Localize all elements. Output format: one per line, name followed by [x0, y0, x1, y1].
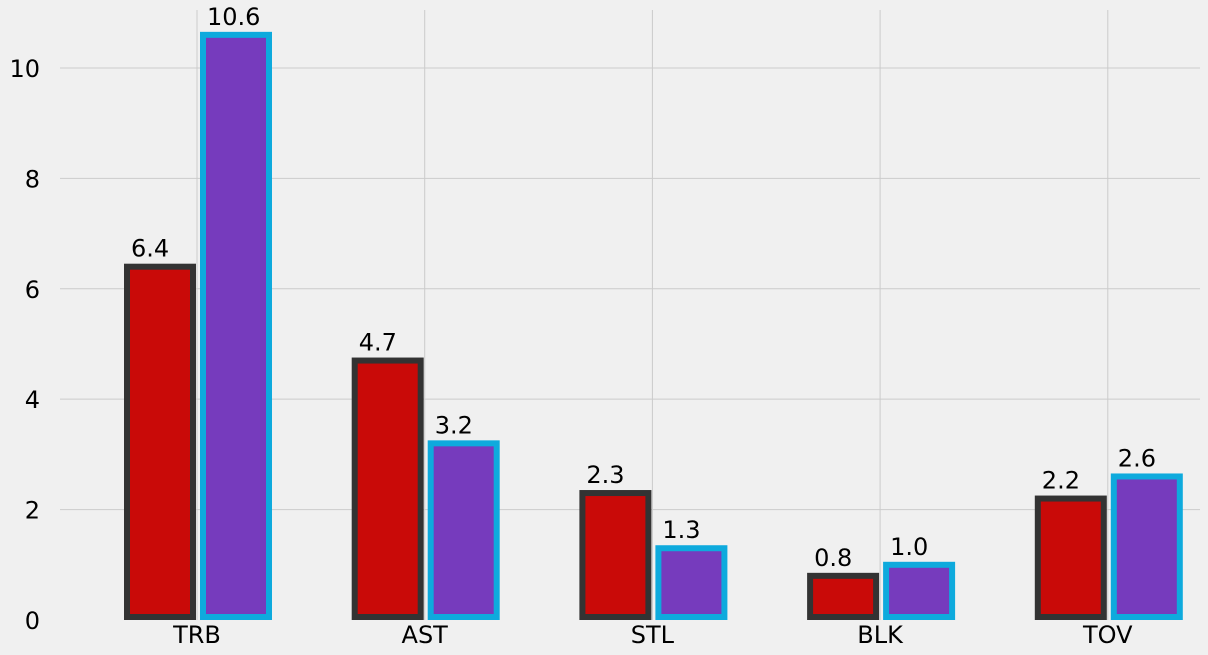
bar-value-label: 10.6	[207, 3, 260, 31]
x-tick-label: TOV	[1082, 621, 1133, 649]
bar-value-label: 4.7	[359, 329, 397, 357]
bar-value-label: 1.3	[662, 516, 700, 544]
value-labels: 6.4 4.7 2.3 0.8 2.2 10.6 3.2 1.3 1.0 2.6	[131, 3, 1156, 572]
bar-value-label: 1.0	[890, 533, 928, 561]
y-tick-label: 2	[25, 497, 40, 525]
bar-series-2-ast	[427, 440, 500, 620]
x-tick-label: AST	[402, 621, 449, 649]
bar-series-1-blk	[807, 572, 880, 620]
bar-series-1-ast	[351, 357, 424, 620]
y-tick-label: 8	[25, 165, 40, 193]
x-tick-label: STL	[631, 621, 675, 649]
y-axis-ticks: 0 2 4 6 8 10	[9, 55, 40, 635]
bar-series-2-trb	[200, 31, 272, 621]
bar-series-1-tov	[1034, 495, 1107, 620]
y-tick-label: 0	[25, 607, 40, 635]
bar-value-label: 6.4	[131, 235, 169, 263]
bar-value-label: 2.6	[1118, 444, 1156, 472]
bar-value-label: 2.3	[586, 461, 624, 489]
bar-series-2-stl	[655, 545, 728, 620]
x-axis-ticks: TRB AST STL BLK TOV	[172, 621, 1133, 649]
bar-series-1-trb	[124, 263, 196, 620]
y-tick-label: 6	[25, 276, 40, 304]
y-tick-label: 4	[25, 386, 40, 414]
x-gridlines	[196, 10, 1109, 620]
x-tick-label: TRB	[172, 621, 221, 649]
y-tick-label: 10	[9, 55, 40, 83]
bars	[124, 31, 1183, 621]
bar-series-1-stl	[579, 490, 652, 620]
bar-series-2-tov	[1110, 473, 1183, 620]
bar-series-2-blk	[883, 561, 956, 621]
bar-value-label: 0.8	[814, 544, 852, 572]
bar-value-label: 3.2	[435, 411, 473, 439]
bar-value-label: 2.2	[1042, 467, 1080, 495]
x-tick-label: BLK	[857, 621, 904, 649]
